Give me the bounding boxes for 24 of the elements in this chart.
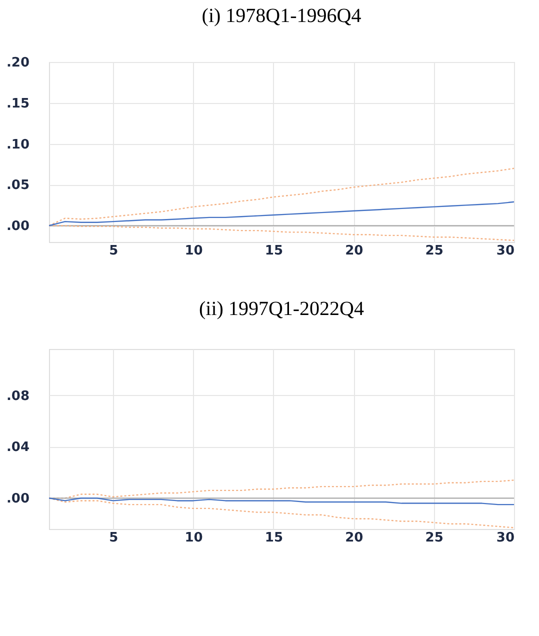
y-tick-label: .00 (6, 219, 30, 234)
x-tick-label: 25 (425, 244, 444, 258)
chart-title: (ii) 1997Q1-2022Q4 (199, 298, 364, 320)
x-tick-label: 25 (425, 530, 444, 546)
y-tick-label: .00 (6, 492, 30, 507)
y-tick-label: .04 (6, 440, 30, 456)
x-tick-label: 20 (345, 244, 364, 258)
x-tick-label: 10 (184, 530, 203, 546)
x-tick-label: 30 (496, 244, 514, 258)
x-tick-label: 15 (264, 244, 284, 258)
line-series (49, 201, 514, 226)
x-tick-label: 10 (184, 244, 203, 258)
x-tick-label: 15 (264, 530, 284, 546)
y-tick-label: .08 (6, 388, 30, 404)
y-tick-label: .20 (6, 56, 30, 70)
x-tick-label: 30 (496, 530, 514, 546)
y-tick-label: .15 (6, 96, 30, 112)
x-tick-label: 5 (109, 530, 118, 546)
x-tick-label: 20 (345, 530, 364, 546)
x-tick-label: 5 (109, 244, 118, 258)
y-tick-label: .10 (6, 137, 30, 152)
line-series (49, 498, 514, 506)
chart-title: (i) 1978Q1-1996Q4 (202, 5, 362, 27)
y-tick-label: .05 (6, 178, 30, 194)
